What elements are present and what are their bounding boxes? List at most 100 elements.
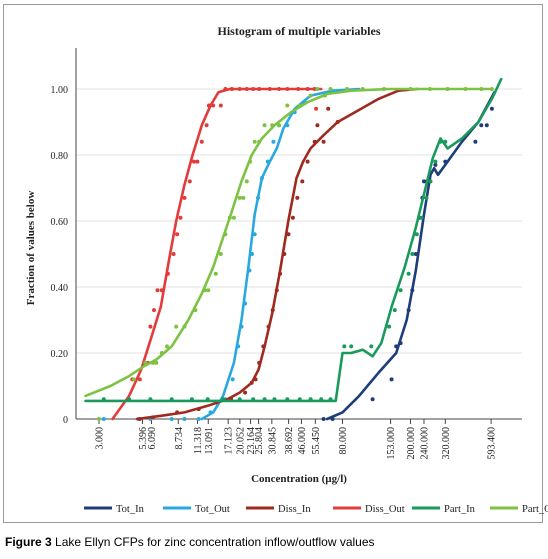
data-point [300, 179, 305, 184]
data-point [229, 87, 234, 91]
data-point [243, 301, 248, 306]
data-point [297, 103, 302, 108]
data-point [489, 87, 494, 91]
data-point [237, 397, 242, 402]
data-point [278, 271, 283, 276]
data-point [237, 87, 242, 91]
legend-item: Diss_Out [333, 504, 405, 515]
data-point [127, 397, 132, 402]
data-point [143, 360, 148, 365]
data-point [328, 397, 333, 402]
figure-caption: Figure 3 Lake Ellyn CFPs for zinc concen… [5, 535, 545, 549]
y-tick-label: 1.00 [51, 85, 69, 96]
data-point [270, 123, 275, 128]
data-point [193, 308, 198, 313]
data-point [155, 288, 160, 293]
data-point [206, 288, 211, 293]
data-point [187, 179, 192, 184]
data-point [175, 410, 180, 415]
x-tick-label: 3.000 [95, 427, 106, 450]
series-layer [84, 77, 503, 421]
data-point [445, 87, 450, 91]
x-tick-label: 46.000 [297, 427, 308, 455]
legend-label: Part_In [444, 504, 476, 515]
data-point [489, 106, 494, 111]
x-tick-label: 593.400 [487, 427, 498, 460]
data-point [479, 123, 484, 128]
data-point [406, 308, 411, 313]
data-point [382, 87, 386, 91]
data-point [438, 139, 443, 144]
data-point [262, 397, 267, 402]
data-point [285, 87, 290, 91]
data-point [285, 397, 290, 402]
data-point [244, 87, 249, 91]
x-tick-label: 55.450 [311, 427, 322, 455]
x-tick-label: 8.734 [174, 427, 185, 450]
x-tick-label: 240.000 [419, 427, 430, 460]
data-point [272, 397, 277, 402]
data-point [257, 139, 262, 144]
data-point [282, 252, 287, 256]
data-point [237, 195, 242, 200]
x-tick-label: 25.804 [254, 427, 265, 455]
data-point [305, 159, 310, 164]
data-point [253, 377, 258, 382]
data-point [223, 87, 228, 91]
data-point [218, 103, 223, 108]
data-point [250, 252, 254, 256]
data-point [182, 417, 187, 421]
legend-label: Diss_Out [365, 504, 405, 515]
data-point [195, 159, 200, 164]
data-point [152, 308, 156, 313]
data-point [394, 344, 399, 349]
data-point [360, 87, 365, 91]
data-point [199, 139, 204, 144]
data-point [410, 252, 415, 256]
series-tot-in [321, 91, 496, 421]
data-point [274, 288, 279, 293]
y-axis-label: Fraction of values below [25, 191, 37, 306]
data-point [159, 351, 164, 355]
data-point [137, 417, 142, 421]
data-point [259, 176, 264, 181]
chart-title: Histogram of multiple variables [218, 24, 381, 38]
data-point [227, 215, 232, 220]
data-point [369, 344, 374, 349]
data-point [326, 106, 331, 111]
data-point [443, 159, 448, 164]
x-tick-label: 200.000 [406, 427, 417, 460]
data-point [392, 308, 397, 313]
data-point [312, 139, 317, 144]
data-point [231, 215, 236, 220]
caption-label: Figure 3 [5, 535, 52, 549]
data-point [97, 417, 101, 421]
data-point [345, 87, 349, 91]
data-point [408, 87, 413, 91]
data-point [236, 344, 241, 349]
legend-label: Tot_Out [195, 504, 230, 515]
data-point [257, 360, 262, 365]
data-point [277, 123, 281, 128]
series-line [84, 87, 494, 398]
data-point [206, 103, 211, 108]
series-line [325, 91, 496, 421]
data-point [249, 380, 254, 385]
data-point [297, 397, 302, 402]
series-line [200, 87, 361, 421]
data-point [443, 139, 448, 144]
data-point [290, 215, 295, 220]
data-point [473, 139, 478, 144]
data-point [251, 87, 256, 91]
data-point [433, 159, 438, 164]
data-point [406, 271, 411, 276]
data-point [295, 195, 300, 200]
data-point [244, 179, 249, 184]
data-point [398, 341, 403, 346]
data-point [192, 159, 196, 164]
data-point [243, 390, 248, 395]
data-point [305, 87, 310, 91]
data-point [267, 87, 272, 91]
data-point [414, 232, 419, 237]
data-point [479, 87, 484, 91]
